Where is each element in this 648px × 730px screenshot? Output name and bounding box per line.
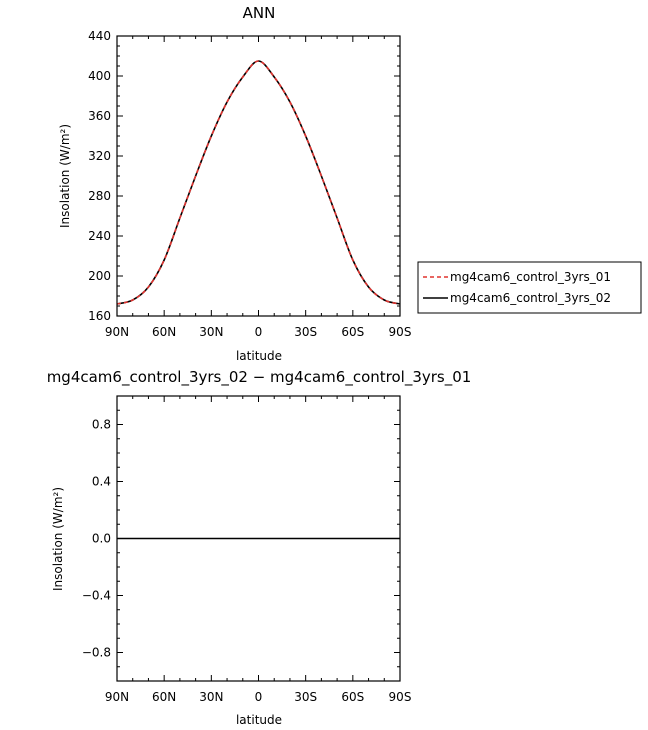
chart-top-ytick-label: 360: [88, 109, 111, 123]
chart-top: ANN Insolation (W/m²) latitude 90N 60N 30N…: [58, 4, 642, 363]
legend-label-series-02: mg4cam6_control_3yrs_02: [450, 291, 611, 305]
chart-top-ytick-label: 160: [88, 309, 111, 323]
chart-top-xtick-label: 90S: [389, 325, 412, 339]
chart-top-xtick-label: 0: [255, 325, 263, 339]
chart-top-ytick-label: 440: [88, 29, 111, 43]
chart-top-title: ANN: [243, 4, 276, 22]
chart-top-xtick-label: 60S: [341, 325, 364, 339]
legend-box: [417, 261, 642, 314]
chart-top-series-line-2: [116, 60, 401, 305]
chart-bottom-ytick-label: 0.0: [92, 532, 111, 546]
chart-bottom-xtick-label: 90S: [389, 690, 412, 704]
chart-bottom-ytick-label: 0.4: [92, 475, 111, 489]
chart-bottom-ytick-label: −0.4: [82, 589, 111, 603]
chart-bottom-xtick-label: 60S: [341, 690, 364, 704]
chart-bottom-xtick-label: 30N: [199, 690, 223, 704]
chart-bottom-xtick-label: 0: [255, 690, 263, 704]
chart-bottom-ytick-label: −0.8: [82, 646, 111, 660]
chart-bottom-xtick-label: 30S: [294, 690, 317, 704]
chart-bottom-xtick-label: 60N: [152, 690, 176, 704]
chart-top-ylabel: Insolation (W/m²): [58, 124, 72, 228]
chart-top-ytick-label: 400: [88, 69, 111, 83]
chart-top-ytick-label: 200: [88, 269, 111, 283]
chart-top-xlabel: latitude: [236, 349, 282, 363]
chart-bottom-frame: [116, 395, 401, 682]
chart-bottom-xtick-label: 90N: [105, 690, 129, 704]
chart-top-xtick-label: 30S: [294, 325, 317, 339]
chart-bottom-xlabel: latitude: [236, 713, 282, 727]
chart-top-xtick-label: 60N: [152, 325, 176, 339]
chart-bottom-ylabel: Insolation (W/m²): [51, 487, 65, 591]
chart-top-plot-area: 90N 60N 30N 0 30S 60S 90S 160 200 240 280 320 360 400…: [88, 29, 411, 339]
chart-bottom-ytick-label: 0.8: [92, 418, 111, 432]
chart-top-ytick-label: 320: [88, 149, 111, 163]
chart-bottom: mg4cam6_control_3yrs_02 − mg4cam6_contro…: [47, 368, 472, 727]
chart-top-legend: mg4cam6_control_3yrs_01 mg4cam6_control_…: [417, 261, 642, 314]
chart-top-series-line-1: [116, 60, 401, 305]
chart-top-ytick-label: 240: [88, 229, 111, 243]
chart-top-xtick-label: 30N: [199, 325, 223, 339]
legend-label-series-01: mg4cam6_control_3yrs_01: [450, 270, 611, 284]
chart-bottom-title: mg4cam6_control_3yrs_02 − mg4cam6_contro…: [47, 368, 472, 387]
chart-top-frame: [116, 35, 401, 317]
chart-bottom-plot-area: 90N 60N 30N 0 30S 60S 90S −0.8 −0.4 0.0 0.4 0.8: [82, 395, 412, 704]
chart-top-xtick-label: 90N: [105, 325, 129, 339]
chart-top-ytick-label: 280: [88, 189, 111, 203]
